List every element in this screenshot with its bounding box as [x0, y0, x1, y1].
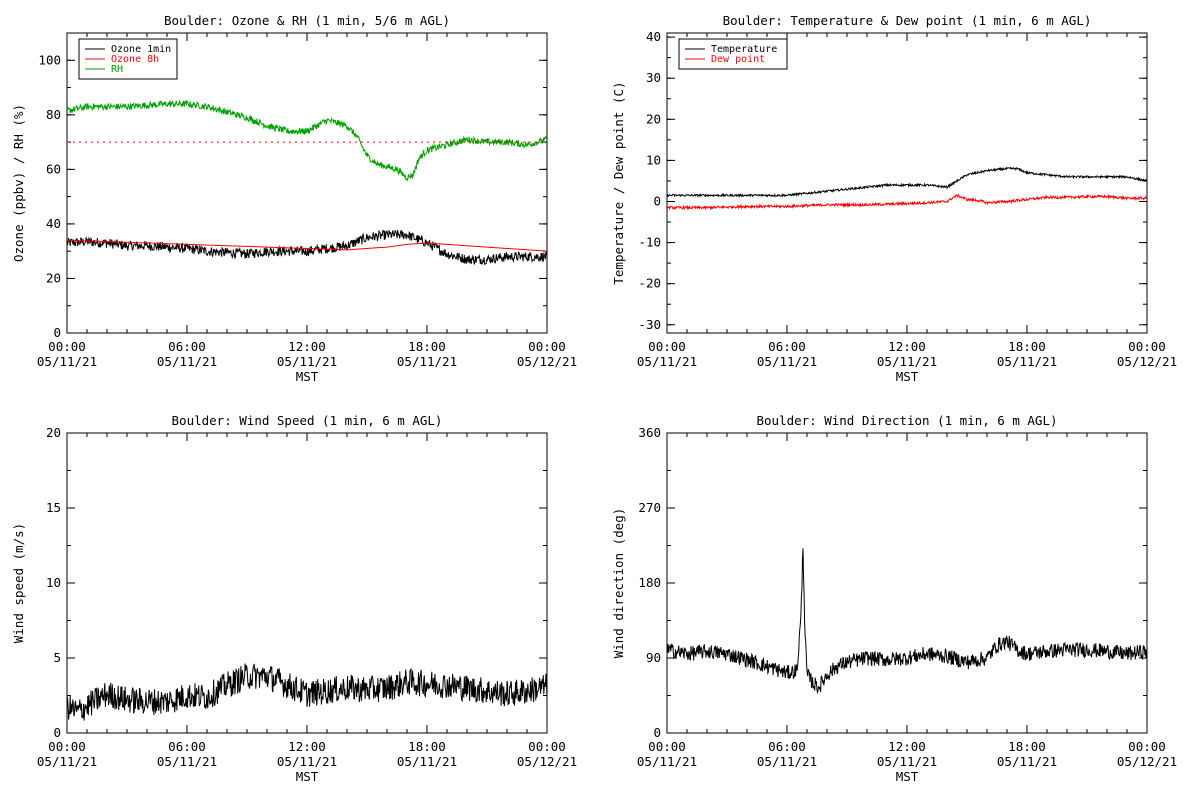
x-tick-label-time: 00:00 [1128, 739, 1166, 754]
x-tick-label-date: 05/11/21 [397, 354, 457, 369]
plot-frame [666, 32, 1148, 334]
x-tick-label-time: 12:00 [888, 739, 926, 754]
x-tick-label-time: 00:00 [48, 339, 86, 354]
y-tick-label: -10 [638, 235, 661, 250]
x-tick-label-date: 05/11/21 [157, 754, 217, 769]
x-axis-label: MST [896, 369, 919, 384]
chart-title: Boulder: Ozone & RH (1 min, 5/6 m AGL) [164, 13, 450, 28]
y-tick-label: -20 [638, 276, 661, 291]
y-axis-label: Ozone (ppbv) / RH (%) [11, 104, 26, 262]
legend-label: Ozone 1min [111, 44, 171, 55]
x-tick-label-time: 18:00 [408, 339, 446, 354]
series-line-temperature [667, 166, 1147, 198]
chart-panel-2: Boulder: Temperature & Dew point (1 min,… [611, 13, 1177, 384]
x-tick-label-date: 05/11/21 [37, 354, 97, 369]
x-axis-label: MST [296, 369, 319, 384]
chart-title: Boulder: Temperature & Dew point (1 min,… [723, 13, 1092, 28]
series-line-1 [667, 548, 1147, 695]
x-tick-label-time: 12:00 [888, 339, 926, 354]
y-tick-label: 10 [46, 575, 61, 590]
x-tick-label-time: 00:00 [648, 739, 686, 754]
y-tick-label: 270 [638, 500, 661, 515]
series-line-dew-point [667, 193, 1147, 211]
y-tick-label: 20 [646, 111, 661, 126]
x-tick-label-time: 18:00 [1008, 739, 1046, 754]
series-line-ozone-1min [67, 229, 547, 266]
legend-label: Temperature [711, 44, 777, 55]
x-tick-label-date: 05/11/21 [637, 354, 697, 369]
y-tick-label: 30 [646, 70, 661, 85]
x-tick-label-date: 05/11/21 [277, 354, 337, 369]
x-tick-label-time: 00:00 [528, 339, 566, 354]
plot-frame [666, 432, 1148, 734]
y-tick-label: 20 [46, 270, 61, 285]
x-tick-label-time: 06:00 [168, 339, 206, 354]
y-tick-label: 90 [646, 650, 661, 665]
y-tick-label: 40 [46, 216, 61, 231]
x-tick-label-date: 05/12/21 [1117, 754, 1177, 769]
x-tick-label-date: 05/11/21 [877, 754, 937, 769]
y-tick-label: 60 [46, 161, 61, 176]
series-line-rh [67, 99, 547, 182]
series-line-ozone-8h [67, 239, 547, 252]
y-tick-label: 0 [53, 325, 61, 340]
x-tick-label-time: 12:00 [288, 339, 326, 354]
x-tick-label-date: 05/12/21 [517, 754, 577, 769]
x-tick-label-time: 06:00 [768, 739, 806, 754]
x-tick-label-date: 05/11/21 [37, 754, 97, 769]
x-tick-label-date: 05/11/21 [757, 354, 817, 369]
y-tick-label: 180 [638, 575, 661, 590]
y-axis-label: Temperature / Dew point (C) [611, 81, 626, 284]
y-tick-label: 15 [46, 500, 61, 515]
x-tick-label-date: 05/12/21 [1117, 354, 1177, 369]
chart-panel-3: Boulder: Wind Speed (1 min, 6 m AGL) 0 5 10… [11, 413, 577, 784]
x-tick-label-date: 05/11/21 [757, 754, 817, 769]
x-tick-label-time: 18:00 [1008, 339, 1046, 354]
y-tick-label: -30 [638, 317, 661, 332]
x-tick-label-date: 05/11/21 [157, 354, 217, 369]
x-tick-label-time: 18:00 [408, 739, 446, 754]
y-tick-label: 0 [653, 193, 661, 208]
series-line-1 [67, 663, 547, 721]
y-tick-label: 100 [38, 52, 61, 67]
legend-box [678, 38, 788, 70]
y-tick-label: 360 [638, 425, 661, 440]
x-axis-label: MST [296, 769, 319, 784]
legend-label: RH [111, 64, 123, 75]
x-tick-label-time: 00:00 [48, 739, 86, 754]
x-tick-label-time: 00:00 [648, 339, 686, 354]
y-tick-label: 20 [46, 425, 61, 440]
y-tick-label: 0 [653, 725, 661, 740]
x-tick-label-time: 00:00 [1128, 339, 1166, 354]
y-axis-label: Wind direction (deg) [611, 508, 626, 659]
y-tick-label: 40 [646, 29, 661, 44]
chart-panel-1: Boulder: Ozone & RH (1 min, 5/6 m AGL) 0 2… [11, 13, 577, 384]
x-tick-label-date: 05/12/21 [517, 354, 577, 369]
chart-title: Boulder: Wind Speed (1 min, 6 m AGL) [172, 413, 443, 428]
x-tick-label-date: 05/11/21 [397, 754, 457, 769]
chart-title: Boulder: Wind Direction (1 min, 6 m AGL) [756, 413, 1057, 428]
y-tick-label: 10 [646, 152, 661, 167]
x-tick-label-date: 05/11/21 [637, 754, 697, 769]
y-axis-label: Wind speed (m/s) [11, 523, 26, 643]
y-tick-label: 80 [46, 107, 61, 122]
x-tick-label-date: 05/11/21 [877, 354, 937, 369]
y-tick-label: 0 [53, 725, 61, 740]
legend-label: Ozone 8h [111, 54, 159, 65]
chart-panel-4: Boulder: Wind Direction (1 min, 6 m AGL)… [611, 413, 1177, 784]
x-tick-label-date: 05/11/21 [997, 754, 1057, 769]
x-tick-label-time: 12:00 [288, 739, 326, 754]
x-tick-label-time: 06:00 [768, 339, 806, 354]
x-tick-label-time: 00:00 [528, 739, 566, 754]
x-axis-label: MST [896, 769, 919, 784]
x-tick-label-date: 05/11/21 [997, 354, 1057, 369]
y-tick-label: 5 [53, 650, 61, 665]
x-tick-label-time: 06:00 [168, 739, 206, 754]
legend-label: Dew point [711, 54, 765, 65]
x-tick-label-date: 05/11/21 [277, 754, 337, 769]
